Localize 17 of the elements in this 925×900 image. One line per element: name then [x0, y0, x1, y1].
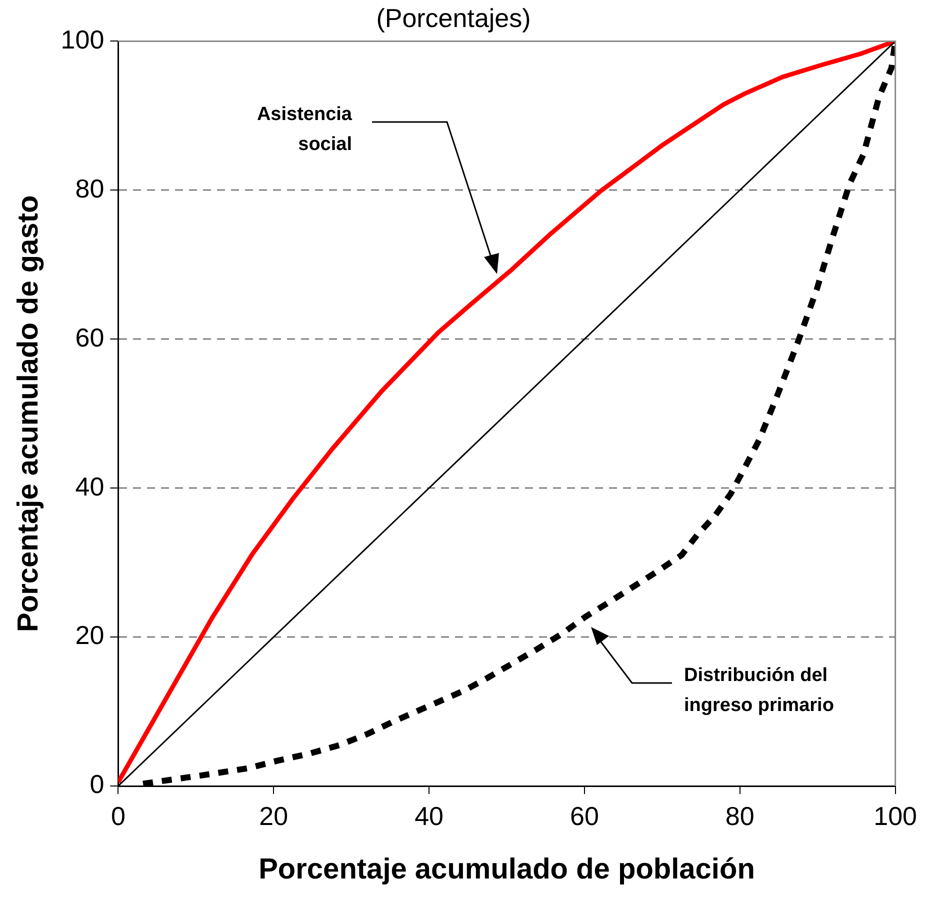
- y-tick-label: 40: [75, 471, 104, 502]
- y-tick-label: 20: [75, 620, 104, 650]
- x-tick-label: 20: [259, 800, 288, 831]
- x-tick-label: 40: [414, 800, 444, 831]
- y-tick-label: 0: [90, 769, 104, 800]
- annotation: Asistencia social: [256, 104, 352, 156]
- y-tick-label: 100: [60, 24, 104, 54]
- x-tick-label: 0: [110, 800, 126, 831]
- annotation: Distribución del ingreso primario: [684, 665, 834, 716]
- x-tick-label: 100: [874, 800, 918, 831]
- y-axis-title: Porcentaje acumulado de gasto: [12, 195, 44, 632]
- y-tick-label: 80: [75, 173, 104, 204]
- x-tick-label: 60: [570, 800, 599, 831]
- y-tick-label: 60: [75, 322, 104, 352]
- chart-title: (Porcentajes): [376, 2, 531, 33]
- x-axis-title: Porcentaje acumulado de población: [258, 854, 755, 886]
- x-tick-label: 80: [725, 800, 754, 831]
